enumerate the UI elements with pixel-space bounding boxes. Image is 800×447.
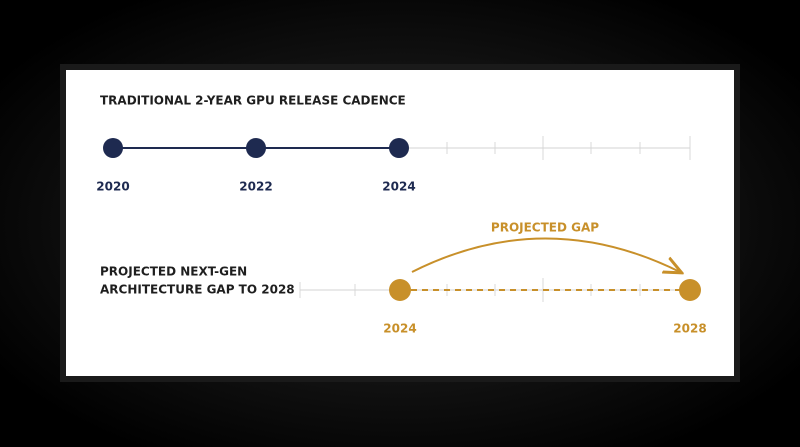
ticks (446, 136, 691, 160)
milestone-dot (103, 138, 123, 158)
ticks (299, 278, 641, 302)
milestone-label: 2024 (382, 180, 415, 194)
milestone-label: 2028 (673, 322, 706, 336)
milestone-dot (679, 279, 701, 301)
panel (66, 70, 734, 376)
timeline-title: PROJECTED NEXT-GEN (100, 265, 247, 279)
milestone-label: 2022 (239, 180, 272, 194)
milestone-dot (389, 279, 411, 301)
gap-arrow (411, 237, 680, 273)
milestone-label: 2020 (96, 180, 129, 194)
milestone-label: 2024 (383, 322, 416, 336)
timeline-title: ARCHITECTURE GAP TO 2028 (100, 283, 295, 297)
milestone-dot (246, 138, 266, 158)
timeline-title: TRADITIONAL 2-YEAR GPU RELEASE CADENCE (100, 94, 406, 108)
milestone-dot (389, 138, 409, 158)
gap-label: PROJECTED GAP (491, 221, 599, 235)
